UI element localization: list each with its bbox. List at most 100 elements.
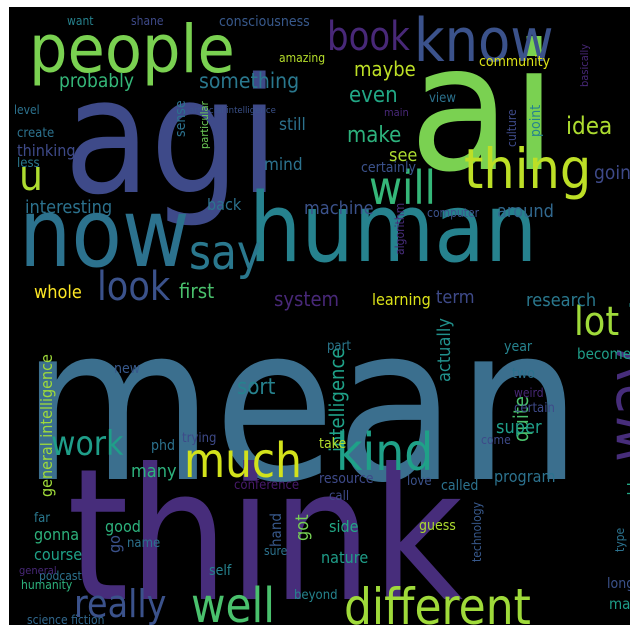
cloud-word: consciousness [219,14,310,30]
cloud-word: course [34,545,83,564]
cloud-word: probably [59,70,135,92]
cloud-word: guess [419,518,456,534]
cloud-word: new [114,361,141,377]
cloud-word: interesting [25,197,113,218]
cloud-word: take [319,436,347,452]
cloud-word: main [384,106,409,119]
cloud-word: u [19,151,43,200]
cloud-word: called [441,478,479,494]
cloud-word: artificial intelligence [189,106,276,116]
cloud-word: well [191,578,276,625]
cloud-word: really [74,582,167,625]
cloud-word: general intelligence [37,354,56,497]
cloud-word: see [389,145,418,166]
cloud-word: still [279,115,306,135]
cloud-word: amazing [279,51,326,65]
cloud-word: less [17,156,40,171]
cloud-word: book [327,14,410,60]
cloud-word: computer [427,206,480,220]
cloud-word: back [207,195,242,214]
cloud-word: humanity [21,578,73,592]
cloud-word: nature [321,548,369,567]
cloud-word: going [594,162,630,184]
cloud-word: good [105,517,141,536]
cloud-word: say [189,225,262,281]
cloud-word: type [613,527,627,552]
cloud-word: become [577,345,630,363]
cloud-word: one [623,7,630,32]
cloud-word: certainly [361,160,416,176]
cloud-word: even [349,83,398,108]
cloud-word: long [607,576,630,592]
cloud-word: think [67,430,464,625]
cloud-word: ai [409,8,558,211]
cloud-word: general [19,564,57,577]
cloud-word: resource [319,471,374,487]
cloud-word: thinking [17,141,76,160]
cloud-word: got [292,514,313,541]
cloud-word: know [414,7,554,76]
cloud-word: different [344,578,531,625]
cloud-word: make [347,123,402,148]
cloud-word: now [19,179,190,289]
cloud-word: beyond [294,588,338,603]
cloud-word: community [479,54,551,70]
cloud-word: mean [21,279,582,530]
cloud-word: science fiction [27,613,105,625]
cloud-word: thing [464,137,592,201]
cloud-word: look [97,264,171,310]
cloud-word: idea [566,112,613,140]
cloud-word: trying [182,431,217,446]
cloud-word: far [34,511,51,526]
cloud-word: agi [64,43,279,230]
cloud-word: work [51,424,124,464]
cloud-word: year [504,339,533,355]
cloud-word: point [528,104,544,137]
cloud-word: technology [470,502,484,562]
cloud-word: algorithm [393,202,407,255]
cloud-word: hand [267,513,285,547]
cloud-word: maybe [354,57,416,81]
cloud-word: much [184,433,302,489]
cloud-word: lot [574,299,620,345]
cloud-word: want [67,14,94,28]
cloud-word: come [481,433,511,447]
cloud-word: sort [237,375,276,400]
cloud-word: self [209,563,232,579]
cloud-word: go [105,535,124,553]
cloud-word: time [622,233,630,327]
cloud-word: many [131,461,177,482]
cloud-word: basically [578,43,591,87]
cloud-word: particular [198,101,211,149]
cloud-word: program [494,467,556,486]
cloud-word: conference [234,478,300,493]
cloud-word: research [526,290,597,311]
cloud-word: human [249,174,538,284]
cloud-word: may [609,595,630,613]
cloud-word: weird [514,386,544,400]
cloud-word: system [274,287,340,311]
cloud-word: kind [336,423,434,483]
cloud-word: learning [372,290,431,309]
cloud-word: world [624,482,630,522]
cloud-word: gonna [34,525,80,544]
cloud-word: around [497,201,554,222]
cloud-word: two [512,366,535,382]
cloud-word: sure [264,544,288,558]
cloud-word: people [29,11,235,88]
cloud-word: call [329,489,350,504]
cloud-word: podcast [39,569,82,583]
cloud-word: level [14,103,40,117]
cloud-word: love [407,474,432,489]
cloud-word: will [369,161,436,215]
cloud-word: first [179,279,215,303]
cloud-word: actually [434,318,455,382]
cloud-word: sense [173,100,189,137]
cloud-word: phd [151,438,175,454]
cloud-word: super [496,417,542,438]
cloud-word: whole [34,282,82,303]
cloud-word: machine [304,198,374,219]
cloud-word: culture [505,109,519,147]
cloud-word: view [429,91,456,106]
